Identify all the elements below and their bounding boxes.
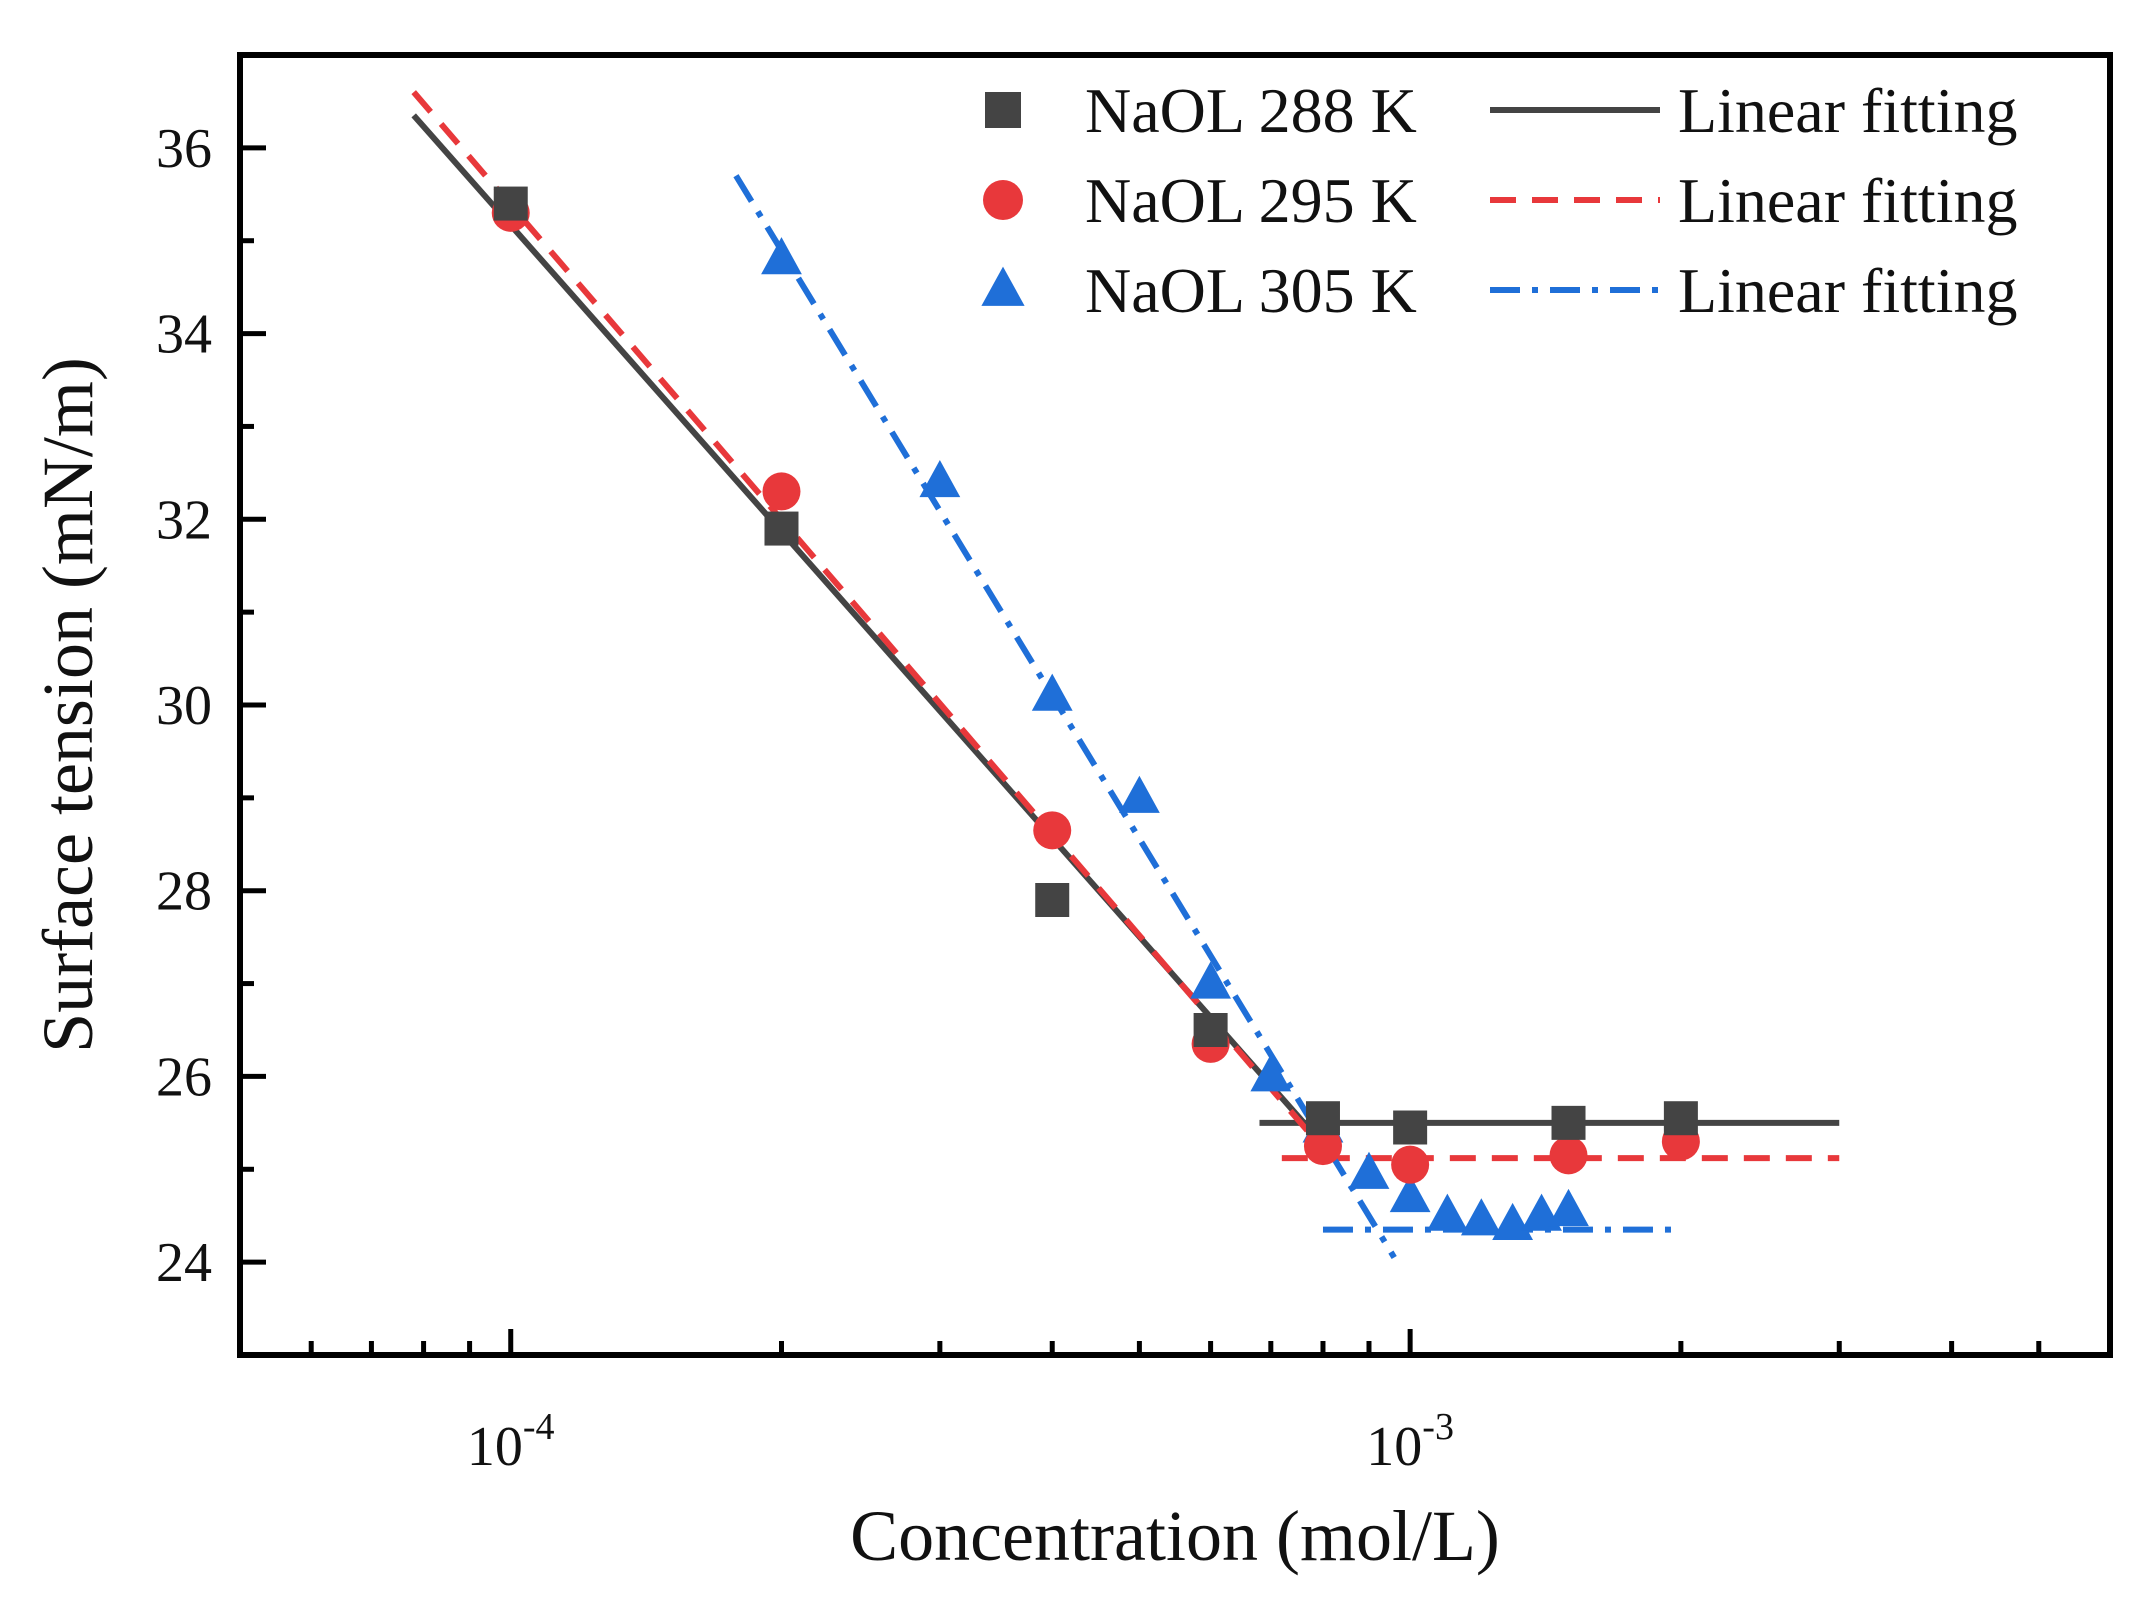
data-point (494, 187, 528, 221)
data-point (1393, 1111, 1427, 1145)
data-point (762, 472, 800, 510)
legend: NaOL 288 K Linear fitting NaOL 295 K Linear… (981, 75, 2017, 326)
y-tick-label: 26 (156, 1046, 212, 1108)
x-axis-title: Concentration (mol/L) (850, 1496, 1500, 1576)
y-tick-label: 36 (156, 118, 212, 180)
y-axis-title: Surface tension (mN/m) (28, 357, 108, 1053)
legend-fit-label: Linear fitting (1678, 75, 2017, 146)
legend-series-label: NaOL 305 K (1085, 255, 1417, 326)
data-point (1391, 1146, 1429, 1184)
y-tick-label: 24 (156, 1232, 212, 1294)
legend-series-label: NaOL 295 K (1085, 165, 1417, 236)
legend-series-label: NaOL 288 K (1085, 75, 1417, 146)
data-point (764, 512, 798, 546)
y-tick-label: 30 (156, 675, 212, 737)
data-point (1194, 1013, 1228, 1047)
legend-marker (983, 180, 1023, 220)
chart-background (0, 0, 2139, 1603)
y-tick-label: 34 (156, 304, 212, 366)
data-point (1552, 1106, 1586, 1140)
surface-tension-chart: 24262830323436 10-4 10-3 Concentration (m… (0, 0, 2139, 1603)
data-point (1033, 811, 1071, 849)
y-tick-label: 32 (156, 489, 212, 551)
data-point (1664, 1101, 1698, 1135)
y-tick-label: 28 (156, 861, 212, 923)
legend-marker (985, 92, 1021, 128)
data-point (1035, 883, 1069, 917)
legend-fit-label: Linear fitting (1678, 165, 2017, 236)
data-point (1550, 1136, 1588, 1174)
legend-fit-label: Linear fitting (1678, 255, 2017, 326)
data-point (1306, 1101, 1340, 1135)
